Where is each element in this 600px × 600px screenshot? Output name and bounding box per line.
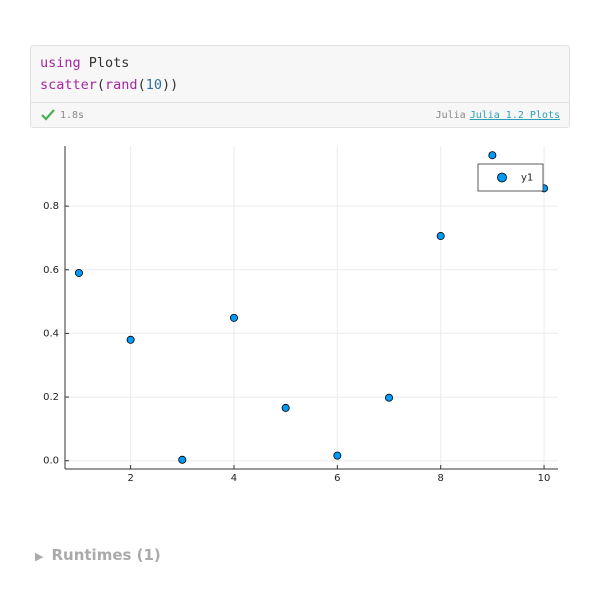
code-token: ( xyxy=(137,77,146,93)
y-tick-label: 0.2 xyxy=(43,392,59,403)
code-editor[interactable]: using Plots scatter(rand(10)) xyxy=(40,52,178,96)
x-tick-label: 4 xyxy=(231,473,237,484)
point xyxy=(385,393,394,402)
language: Julia xyxy=(435,110,466,121)
code-token: ( xyxy=(96,77,106,93)
point xyxy=(126,335,135,344)
environment-link[interactable]: Julia 1.2 Plots xyxy=(469,110,560,121)
success-icon xyxy=(41,109,55,121)
point xyxy=(488,151,497,160)
cell-status: 1.8s Julia Julia 1.2 Plots xyxy=(31,102,569,128)
x-tick-label: 10 xyxy=(538,473,551,484)
legend-box xyxy=(477,163,544,192)
point xyxy=(178,455,187,464)
code-line: scatter(rand(10)) xyxy=(40,74,178,96)
point xyxy=(333,451,342,460)
legend-label: y1 xyxy=(521,173,533,184)
y-tick-label: 0.6 xyxy=(43,265,59,276)
code-line: using Plots xyxy=(40,52,178,74)
env-info: Julia Julia 1.2 Plots xyxy=(436,110,560,121)
code-token: scatter xyxy=(40,77,97,93)
code-token: Plots xyxy=(80,55,130,71)
point xyxy=(281,403,290,412)
y-tick-label: 0.0 xyxy=(43,456,59,467)
code-token: rand xyxy=(105,77,138,93)
x-tick-label: 2 xyxy=(127,473,133,484)
x-tick-label: 6 xyxy=(334,473,340,484)
legend-marker xyxy=(497,172,507,183)
code-cell: using Plots scatter(rand(10)) 1.8s Julia J… xyxy=(30,45,570,128)
chart: 2 4 6 8 10 0.0 0.2 0.4 0.6 0.8 y1 xyxy=(43,146,558,484)
runtimes-label: Runtimes (1) xyxy=(51,546,161,564)
point xyxy=(74,268,83,277)
y-tick-label: 0.4 xyxy=(43,328,59,339)
x-tick-label: 8 xyxy=(438,473,444,484)
point xyxy=(436,232,445,241)
code-token: 10 xyxy=(145,77,162,93)
point xyxy=(229,313,238,322)
duration: 1.8s xyxy=(60,110,85,121)
code-token: )) xyxy=(161,77,179,93)
code-token: using xyxy=(40,55,81,71)
runtimes-toggle[interactable]: ▶ Runtimes (1) xyxy=(35,546,161,564)
y-tick-label: 0.8 xyxy=(43,201,59,212)
